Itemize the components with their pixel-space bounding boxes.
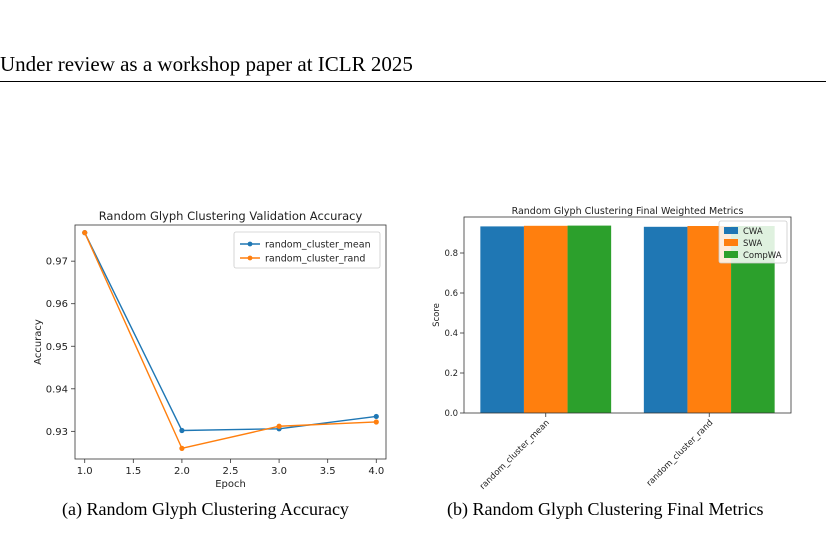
y-tick-label: 0.8 [444,249,458,259]
chart-title: Random Glyph Clustering Final Weighted M… [512,206,744,217]
y-axis-label: Score [432,303,442,327]
bar-SWA [523,225,568,413]
data-point-random_cluster_rand [276,423,282,429]
legend-label: random_cluster_mean [265,240,371,251]
caption-a: (a) Random Glyph Clustering Accuracy [62,499,349,519]
legend-swatch [724,251,738,258]
bar-CompWA [567,225,612,413]
header-rule [0,81,826,82]
x-axis-label: Epoch [215,479,246,490]
legend-label: random_cluster_rand [265,254,365,265]
x-tick-label: 1.5 [125,466,141,477]
y-tick-label: 0.4 [444,329,458,339]
x-tick-label: 1.0 [77,466,93,477]
series-line-random_cluster_rand [84,232,377,450]
accuracy-line-chart: Random Glyph Clustering Validation Accur… [33,209,387,490]
bar-CWA [480,226,524,413]
plot-frame [463,216,792,414]
legend-label: CompWA [743,251,782,261]
y-tick-label: 0.94 [46,384,68,395]
series-line-random_cluster_mean [84,232,377,432]
y-tick-label: 0.6 [444,289,458,299]
y-tick-label: 0.96 [46,299,68,310]
y-tick-label: 0.2 [444,369,458,379]
y-tick-label: 0.95 [46,342,68,353]
bar-CWA [643,226,688,413]
data-point-random_cluster_rand [373,419,379,425]
y-tick-label: 0.93 [46,427,68,438]
legend-marker [247,255,253,261]
y-tick-label: 0.97 [46,257,68,268]
x-tick-label: 2.5 [223,466,239,477]
legend-box [233,231,381,269]
data-point-random_cluster_rand [179,445,185,451]
legend-label: SWA [743,239,762,249]
x-tick-label: 2.0 [174,466,190,477]
legend-swatch [724,239,738,246]
x-tick-label: 3.0 [271,466,287,477]
data-point-random_cluster_mean [373,413,379,420]
x-tick-label: 3.5 [320,466,336,477]
metrics-bar-chart: Random Glyph Clustering Final Weighted M… [432,206,792,492]
caption-b: (b) Random Glyph Clustering Final Metric… [447,499,764,519]
x-tick-label: 4.0 [368,466,384,477]
chart-title: Random Glyph Clustering Validation Accur… [99,209,363,223]
legend-swatch [724,227,738,234]
y-axis-label: Accuracy [33,319,44,365]
legend-marker [247,241,253,247]
x-tick-label: random_cluster_rand [645,418,716,489]
running-header: Under review as a workshop paper at ICLR… [0,52,413,76]
data-point-random_cluster_rand [82,230,88,236]
data-point-random_cluster_mean [179,427,185,434]
y-tick-label: 0.0 [444,409,458,419]
x-tick-label: random_cluster_mean [478,418,552,492]
legend-label: CWA [743,227,763,237]
